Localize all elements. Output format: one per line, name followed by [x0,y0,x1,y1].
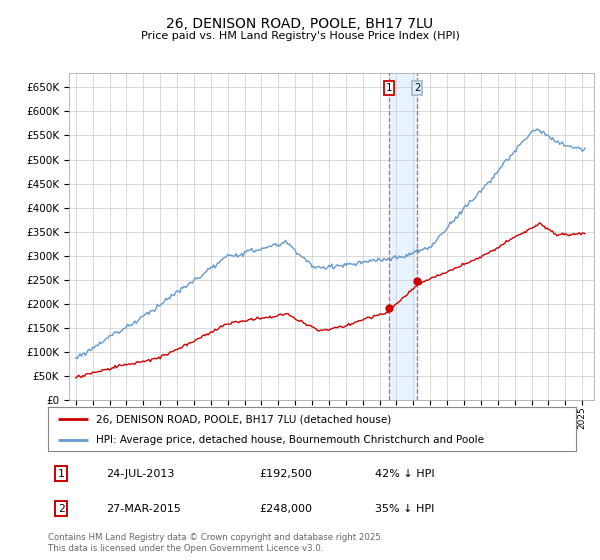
Text: 2: 2 [414,83,421,93]
Text: 1: 1 [58,469,65,479]
Text: Price paid vs. HM Land Registry's House Price Index (HPI): Price paid vs. HM Land Registry's House … [140,31,460,41]
Text: 2: 2 [58,503,65,514]
Text: £192,500: £192,500 [259,469,312,479]
Text: Contains HM Land Registry data © Crown copyright and database right 2025.
This d: Contains HM Land Registry data © Crown c… [48,533,383,553]
Text: 1: 1 [386,83,392,93]
Text: 35% ↓ HPI: 35% ↓ HPI [376,503,435,514]
Text: 42% ↓ HPI: 42% ↓ HPI [376,469,435,479]
Text: 26, DENISON ROAD, POOLE, BH17 7LU: 26, DENISON ROAD, POOLE, BH17 7LU [166,17,434,31]
Text: £248,000: £248,000 [259,503,312,514]
Text: HPI: Average price, detached house, Bournemouth Christchurch and Poole: HPI: Average price, detached house, Bour… [95,435,484,445]
Text: 27-MAR-2015: 27-MAR-2015 [106,503,181,514]
Text: 24-JUL-2013: 24-JUL-2013 [106,469,175,479]
Bar [389,73,418,400]
Text: 26, DENISON ROAD, POOLE, BH17 7LU (detached house): 26, DENISON ROAD, POOLE, BH17 7LU (detac… [95,414,391,424]
